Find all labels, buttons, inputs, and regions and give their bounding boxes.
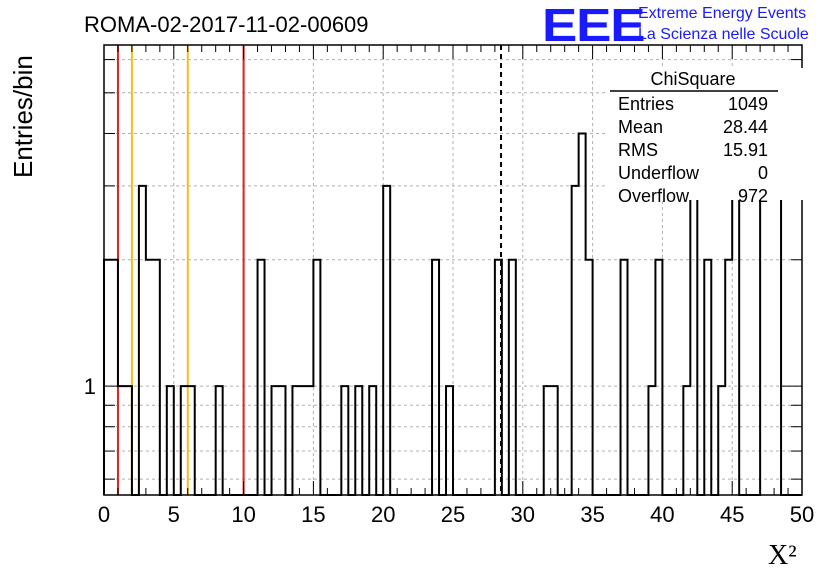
- histogram-bin: [153, 260, 160, 495]
- histogram-bin: [383, 186, 390, 495]
- reference-lines: [116, 45, 503, 495]
- histogram-bin: [586, 260, 593, 495]
- histogram-bin: [621, 260, 628, 495]
- stats-row-value: 28.44: [723, 117, 768, 137]
- histogram-bin: [432, 260, 439, 495]
- stats-row-label: Entries: [618, 94, 674, 114]
- x-tick-label: 25: [441, 502, 465, 527]
- histogram-bin: [146, 260, 153, 495]
- histogram-bin: [655, 260, 662, 495]
- stats-row-value: 972: [738, 186, 768, 206]
- x-tick-label: 35: [580, 502, 604, 527]
- histogram-outline: [103, 132, 802, 496]
- logo-line-2: La Scienza nelle Scuole: [638, 26, 809, 43]
- x-tick-label: 50: [790, 502, 814, 527]
- y-axis-label: Entries/bin: [8, 55, 38, 178]
- x-tick-label: 30: [511, 502, 535, 527]
- stats-row-label: RMS: [618, 140, 658, 160]
- x-axis-ticks: 0 5 10 15 20 25 30 35 40 45 50: [98, 45, 814, 527]
- eee-logo: EEE: [542, 0, 646, 51]
- stats-row-value: 15.91: [723, 140, 768, 160]
- stats-box: ChiSquare Entries 1049 Mean 28.44 RMS 15.91 Un…: [608, 68, 804, 206]
- x-tick-label: 0: [98, 502, 110, 527]
- stats-title: ChiSquare: [650, 69, 735, 89]
- x-tick-label: 10: [231, 502, 255, 527]
- histogram-bin: [572, 186, 579, 495]
- histogram-bin: [704, 260, 711, 495]
- x-tick-label: 15: [301, 502, 325, 527]
- stats-row-label: Underflow: [618, 163, 700, 183]
- histogram-bin: [579, 133, 586, 495]
- histogram-bin: [258, 260, 265, 495]
- stats-row-label: Overflow: [618, 186, 690, 206]
- stats-rows: Entries 1049 Mean 28.44 RMS 15.91 Underflow 0 Ov…: [618, 94, 768, 206]
- y-tick-label: 1: [84, 374, 96, 399]
- logo-line-1: Extreme Energy Events: [638, 5, 807, 22]
- histogram-bin: [111, 260, 118, 495]
- histogram-bin: [774, 186, 781, 495]
- stats-row-label: Mean: [618, 117, 663, 137]
- chart-title: ROMA-02-2017-11-02-00609: [84, 12, 369, 37]
- histogram-bin: [509, 260, 516, 495]
- x-tick-label: 45: [720, 502, 744, 527]
- stats-row-value: 0: [758, 163, 768, 183]
- histogram: [103, 132, 802, 496]
- histogram-bin: [139, 186, 146, 495]
- histogram-bin: [767, 186, 774, 495]
- x-axis-label: X²: [768, 540, 797, 571]
- x-tick-label: 40: [650, 502, 674, 527]
- x-tick-label: 20: [371, 502, 395, 527]
- x-tick-label: 5: [168, 502, 180, 527]
- histogram-bin: [760, 186, 767, 495]
- histogram-bin: [725, 260, 732, 495]
- histogram-bin: [313, 260, 320, 495]
- histogram-bin: [104, 260, 111, 495]
- stats-row-value: 1049: [728, 94, 768, 114]
